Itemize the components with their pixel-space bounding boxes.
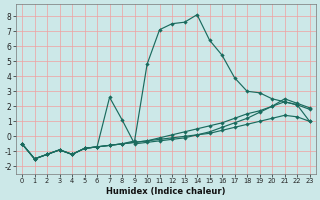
- X-axis label: Humidex (Indice chaleur): Humidex (Indice chaleur): [106, 187, 226, 196]
